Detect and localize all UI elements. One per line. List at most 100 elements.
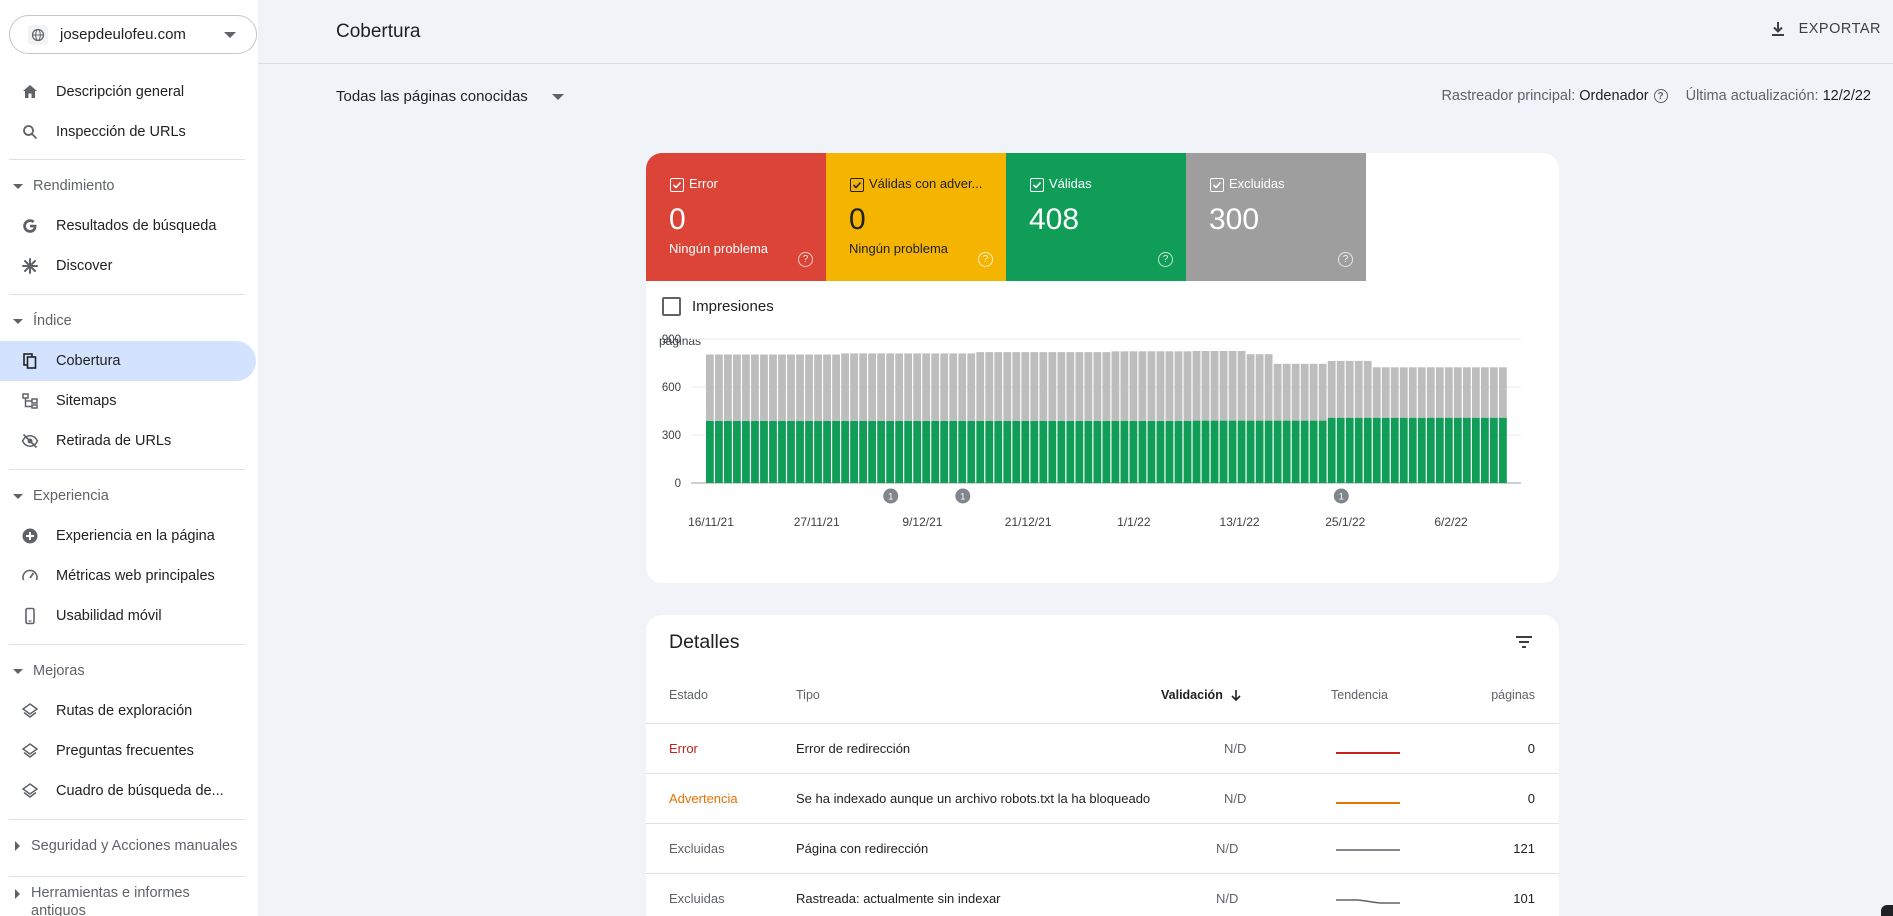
col-header-validacion[interactable]: Validación [1161,688,1243,702]
chart-bar [1021,420,1030,483]
y-tick-label: 0 [675,478,681,490]
tile-value: 0 [669,203,686,236]
chart-bar [913,353,922,421]
search-icon [20,122,40,142]
nav-page-experience[interactable]: Experiencia en la página [0,516,256,556]
chart-bar [1048,420,1057,483]
google-g-icon [20,216,40,236]
report-meta: Rastreador principal: Ordenador ? Última… [1441,88,1871,104]
row-validacion: N/D [1224,741,1247,756]
chart-bar [1381,417,1390,483]
chart-bar [733,420,741,483]
section-legacy-tools[interactable]: Herramientas e informes antiguos [0,884,246,916]
eye-off-icon [20,431,40,451]
caret-right-icon [15,889,20,899]
chart-bar [1192,420,1201,483]
tile-label: Válidas con adver... [869,176,983,191]
chart-bar [1498,367,1507,418]
filter-icon[interactable] [1513,631,1535,653]
section-label: Seguridad y Acciones manuales [31,838,238,854]
chart-bar [787,420,795,483]
pages-filter-dropdown[interactable]: Todas las páginas conocidas [336,88,564,105]
chart-bar [850,420,858,483]
chart-bar [922,420,931,483]
updated-value: 12/2/22 [1822,88,1871,104]
chart-bar [1138,420,1147,483]
chart-bar [1237,351,1246,421]
impressions-checkbox[interactable]: Impresiones [662,297,774,316]
nav-breadcrumbs[interactable]: Rutas de exploración [0,691,256,731]
section-indice[interactable]: Índice [0,306,246,336]
nav-sitelinks-searchbox[interactable]: Cuadro de búsqueda de... [0,771,256,811]
x-tick-label: 6/2/22 [1434,515,1468,529]
chart-bar [886,420,895,483]
crawler-label: Rastreador principal: [1441,88,1576,104]
nav-label: Resultados de búsqueda [56,218,217,234]
chart-bar [724,354,732,421]
nav-sitemaps[interactable]: Sitemaps [0,381,256,421]
page-title: Cobertura [336,21,421,42]
speedometer-icon [20,566,40,586]
row-validacion: N/D [1224,791,1247,806]
table-row[interactable]: Advertencia Se ha indexado aunque un arc… [646,773,1559,823]
nav-discover[interactable]: Discover [0,246,256,286]
chart-bar [1390,367,1399,418]
section-security[interactable]: Seguridad y Acciones manuales [0,831,246,861]
x-tick-label: 27/11/21 [794,515,840,529]
help-icon[interactable]: ? [978,252,993,267]
tile-warning[interactable]: Válidas con adver... 0 Ningún problema ? [826,153,1006,281]
section-rendimiento[interactable]: Rendimiento [0,171,246,201]
nav-mobile-usability[interactable]: Usabilidad móvil [0,596,256,636]
nav-coverage[interactable]: Cobertura [0,341,256,381]
nav-url-removal[interactable]: Retirada de URLs [0,421,256,461]
annotation-label: 1 [960,492,965,503]
row-estado: Advertencia [669,791,738,806]
nav-label: Rutas de exploración [56,703,193,719]
checkbox-checked-icon [1210,178,1224,192]
col-header-tendencia[interactable]: Tendencia [1331,688,1388,702]
col-header-paginas[interactable]: páginas [1491,688,1535,702]
col-header-estado[interactable]: Estado [669,688,708,702]
scrollbar-handle[interactable] [1881,905,1893,916]
chart-bar [1066,420,1075,483]
annotation-marker [1333,488,1349,504]
x-tick-label: 9/12/21 [902,515,942,529]
table-row[interactable]: Error Error de redirección N/D 0 [646,723,1559,773]
help-icon[interactable]: ? [1653,89,1668,103]
help-icon[interactable]: ? [1338,252,1353,267]
chart-bar [1075,352,1084,421]
export-button[interactable]: EXPORTAR [1769,20,1881,38]
x-tick-label: 25/1/22 [1325,515,1365,529]
trend-sparkline [1336,752,1400,754]
chart-bar [1426,367,1435,418]
chart-bar [778,420,786,483]
chart-bar [823,354,831,421]
nav-url-inspection[interactable]: Inspección de URLs [0,112,256,152]
export-label: EXPORTAR [1798,21,1881,37]
nav-core-web-vitals[interactable]: Métricas web principales [0,556,256,596]
section-mejoras[interactable]: Mejoras [0,656,246,686]
chart-bar [1435,367,1444,418]
help-icon[interactable]: ? [798,252,813,267]
table-row[interactable]: Excluidas Página con redirección N/D 121 [646,823,1559,873]
tile-error[interactable]: Error 0 Ningún problema ? [646,153,826,281]
chart-bar [1345,417,1354,483]
section-experiencia[interactable]: Experiencia [0,481,246,511]
col-header-tipo[interactable]: Tipo [796,688,820,702]
coverage-chart: páginas 0 300 600 900 1 1 1 16/11/21 27/11/21 9/12… [659,334,1521,529]
nav-faq[interactable]: Preguntas frecuentes [0,731,256,771]
nav-search-results[interactable]: Resultados de búsqueda [0,206,256,246]
table-row[interactable]: Excluidas Rastreada: actualmente sin ind… [646,873,1559,916]
chart-bar [706,420,714,483]
help-icon[interactable]: ? [1158,252,1173,267]
chart-bar [1390,417,1399,483]
nav-overview[interactable]: Descripción general [0,72,256,112]
section-label: Mejoras [33,663,85,679]
section-label: Rendimiento [33,178,115,194]
tile-excluded[interactable]: Excluidas 300 ? [1186,153,1366,281]
tile-valid[interactable]: Válidas 408 ? [1006,153,1186,281]
chart-bar [1057,420,1066,483]
chart-bar [976,420,985,483]
nav-label: Inspección de URLs [56,124,186,140]
property-selector[interactable]: josepdeulofeu.com [9,15,257,54]
